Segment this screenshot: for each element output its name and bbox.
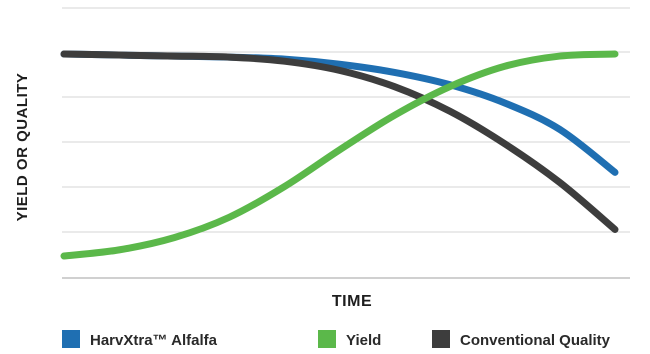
legend-item-conventional-quality: Conventional Quality [432,330,611,349]
legend: HarvXtra™ Alfalfa Yield Conventional Quali… [62,330,611,349]
gridlines [62,7,630,233]
legend-swatch [318,330,336,348]
y-axis-title: YIELD OR QUALITY [14,73,31,222]
legend-item-harvxtra-alfalfa: HarvXtra™ Alfalfa [62,330,218,349]
legend-label: HarvXtra™ Alfalfa [90,332,218,349]
legend-swatch [432,330,450,348]
x-axis-title: TIME [332,293,372,310]
legend-swatch [62,330,80,348]
series-line-conventional-quality [60,50,619,233]
legend-label: Yield [346,332,381,349]
series-line-yield [60,50,619,260]
legend-item-yield: Yield [318,330,381,349]
legend-label: Conventional Quality [460,332,611,349]
series-layer [60,50,619,260]
